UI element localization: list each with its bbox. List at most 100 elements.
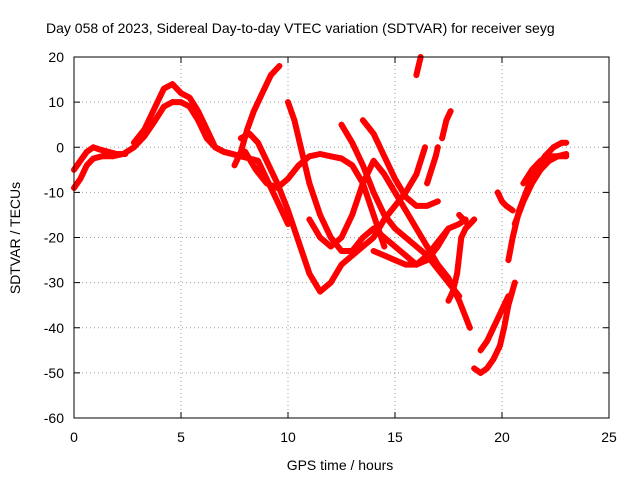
data-point-marker <box>317 151 324 158</box>
data-point-marker <box>370 157 377 164</box>
data-point-marker <box>306 180 313 187</box>
data-point-marker <box>306 216 313 223</box>
data-point-marker <box>381 234 388 241</box>
data-point-marker <box>259 90 266 97</box>
data-point-marker <box>456 220 463 227</box>
data-point-marker <box>295 239 302 246</box>
x-tick-label: 5 <box>177 429 185 445</box>
data-point-marker <box>546 153 553 160</box>
data-point-marker <box>456 211 463 218</box>
series-arc-20 <box>413 54 424 79</box>
data-point-marker <box>462 225 469 232</box>
data-point-marker <box>306 270 313 277</box>
series-arc-5 <box>237 130 428 295</box>
data-point-marker <box>338 261 345 268</box>
x-tick-label: 20 <box>494 429 510 445</box>
data-point-marker <box>490 324 497 331</box>
data-point-marker <box>503 202 510 209</box>
y-tick-label: -10 <box>44 184 64 200</box>
data-point-marker <box>291 117 298 124</box>
data-point-marker <box>537 166 544 173</box>
x-tick-label: 0 <box>70 429 78 445</box>
data-point-marker <box>267 72 274 79</box>
series-line <box>424 144 441 187</box>
data-point-marker <box>484 365 491 372</box>
data-point-marker <box>505 293 512 300</box>
data-point-marker <box>244 126 251 133</box>
data-point-marker <box>392 225 398 232</box>
data-point-marker <box>505 257 512 264</box>
series-line <box>494 189 516 214</box>
data-point-marker <box>381 243 388 250</box>
data-point-marker <box>186 94 193 101</box>
data-point-marker <box>392 175 398 182</box>
data-point-marker <box>471 216 478 223</box>
data-point-marker <box>413 202 420 209</box>
data-point-marker <box>370 248 377 255</box>
data-point-marker <box>501 302 508 309</box>
data-point-marker <box>349 211 356 218</box>
data-point-marker <box>338 248 345 255</box>
data-point-marker <box>528 180 535 187</box>
data-point-marker <box>77 157 84 164</box>
data-point-marker <box>160 85 167 92</box>
data-point-marker <box>338 121 345 128</box>
data-point-marker <box>563 153 570 160</box>
data-point-marker <box>509 234 516 241</box>
y-tick-label: -40 <box>44 320 64 336</box>
series-arc-16 <box>494 189 516 214</box>
data-point-marker <box>327 234 334 241</box>
data-point-marker <box>338 155 345 162</box>
x-tick-label: 15 <box>387 429 403 445</box>
x-axis-label: GPS time / hours <box>287 457 394 473</box>
data-point-marker <box>511 279 518 286</box>
data-point-marker <box>509 207 516 214</box>
data-point-marker <box>250 108 257 115</box>
data-point-marker <box>471 365 478 372</box>
y-tick-label: -50 <box>44 365 64 381</box>
data-point-marker <box>317 211 324 218</box>
data-point-marker <box>432 153 439 160</box>
data-point-marker <box>477 347 484 354</box>
data-point-marker <box>537 157 544 164</box>
data-point-marker <box>370 211 377 218</box>
data-point-marker <box>496 342 503 349</box>
data-point-marker <box>421 144 428 151</box>
data-point-marker <box>381 171 388 178</box>
data-point-marker <box>434 266 441 273</box>
data-point-marker <box>178 99 184 106</box>
data-point-marker <box>359 162 366 169</box>
series-line <box>477 293 512 354</box>
data-point-marker <box>563 139 570 146</box>
data-point-marker <box>550 144 557 151</box>
series-arc-14 <box>471 279 518 376</box>
data-point-marker <box>295 162 302 169</box>
y-tick-label: -60 <box>44 410 64 426</box>
data-point-marker <box>274 184 281 191</box>
data-point-marker <box>392 243 398 250</box>
series-line <box>445 216 478 304</box>
y-tick-label: 20 <box>48 49 64 65</box>
data-point-marker <box>160 103 167 110</box>
data-point-marker <box>152 103 159 110</box>
data-point-marker <box>402 207 409 214</box>
data-point-marker <box>252 166 259 173</box>
series-arc-3 <box>130 81 244 160</box>
data-point-marker <box>327 279 334 286</box>
data-point-marker <box>520 180 527 187</box>
data-point-marker <box>98 153 105 160</box>
data-point-marker <box>231 162 238 169</box>
series-line <box>338 121 463 300</box>
series-line <box>471 279 518 376</box>
y-tick-label: 0 <box>56 139 64 155</box>
data-point-marker <box>229 151 236 158</box>
data-point-marker <box>501 324 508 331</box>
data-point-marker <box>434 144 441 151</box>
data-point-marker <box>466 324 473 331</box>
data-point-marker <box>424 180 431 187</box>
data-point-marker <box>203 126 210 133</box>
data-point-marker <box>490 356 497 363</box>
data-point-marker <box>90 155 97 162</box>
y-tick-label: 10 <box>48 94 64 110</box>
data-point-marker <box>276 63 283 70</box>
